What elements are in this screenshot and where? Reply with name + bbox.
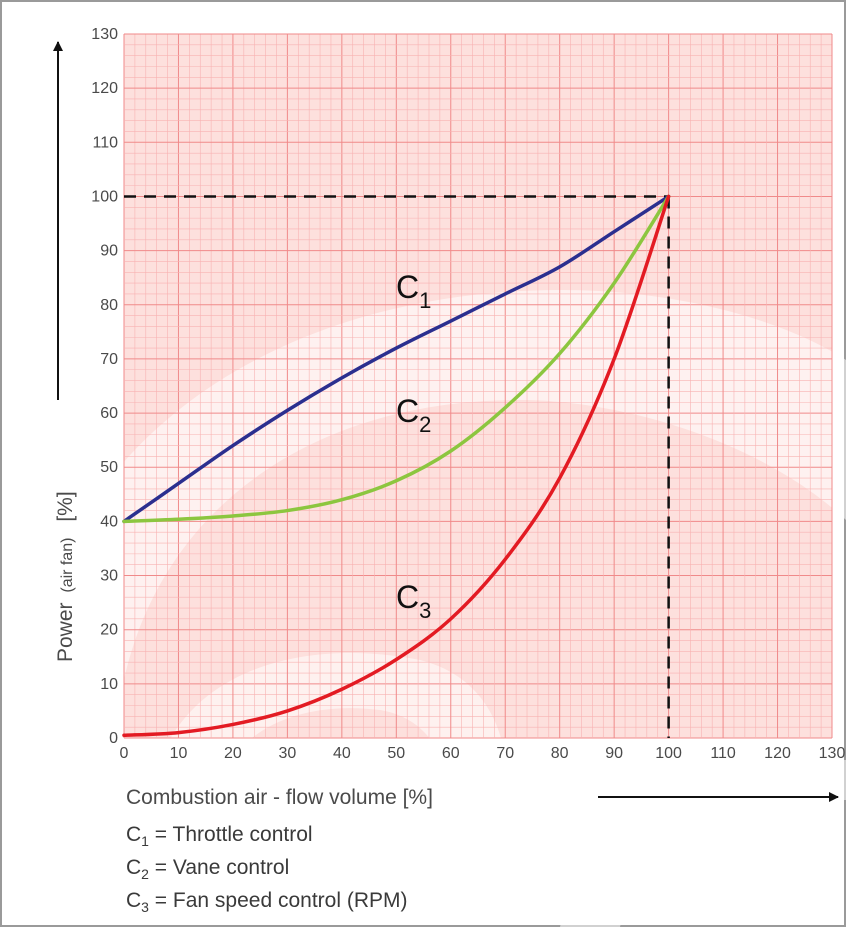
y-tick-label: 10 [100,676,118,693]
legend-item-c1: C1 = Throttle control [126,823,313,849]
y-tick-label: 0 [109,730,118,747]
x-tick-label: 0 [120,745,129,762]
curve-label-c1: C1 [396,269,431,313]
legend-item-c3: C3 = Fan speed control (RPM) [126,889,408,915]
x-tick-label: 40 [333,745,351,762]
y-tick-label: 50 [100,459,118,476]
series-line-c1 [122,194,671,524]
y-tick-label: 70 [100,351,118,368]
series-lines [122,194,671,738]
x-tick-label: 20 [224,745,242,762]
watermark [20,290,846,927]
curve-label-c3: C3 [396,579,431,623]
x-tick-label: 110 [710,745,736,762]
y-tick-label: 20 [100,622,118,639]
grid [123,33,833,739]
x-axis-title: Combustion air - flow volume [%] [126,786,433,809]
x-tick-label: 130 [819,745,846,762]
y-axis-title: Power (air fan) [%] [54,491,77,662]
y-tick-label: 80 [100,297,118,314]
x-tick-label: 30 [278,745,296,762]
curve-label-c2: C2 [396,393,431,437]
series-line-c3 [122,194,671,738]
legend-item-c2: C2 = Vane control [126,856,289,882]
x-tick-label: 70 [496,745,514,762]
legend: C1 = Throttle control C2 = Vane control … [126,823,408,915]
y-tick-label: 30 [100,568,118,585]
y-tick-label: 110 [92,134,118,151]
series-line-c2 [122,194,671,524]
y-tick-label: 100 [91,188,118,205]
x-tick-label: 60 [442,745,460,762]
y-tick-label: 90 [100,243,118,260]
x-tick-label: 120 [764,745,791,762]
x-tick-label: 80 [551,745,569,762]
reference-lines [124,195,670,738]
y-tick-label: 40 [100,513,118,530]
y-tick-label: 120 [91,80,118,97]
x-tick-label: 100 [655,745,682,762]
x-tick-label: 50 [387,745,405,762]
y-tick-label: 60 [100,405,118,422]
x-axis-ticks: 0 10 20 30 40 50 60 70 80 90 100 110 120 130 [120,745,846,762]
x-tick-label: 10 [170,745,188,762]
y-axis-ticks: 0 10 20 30 40 50 60 70 80 90 100 110 120 130 [91,26,118,747]
x-tick-label: 90 [605,745,623,762]
y-tick-label: 130 [91,26,118,43]
